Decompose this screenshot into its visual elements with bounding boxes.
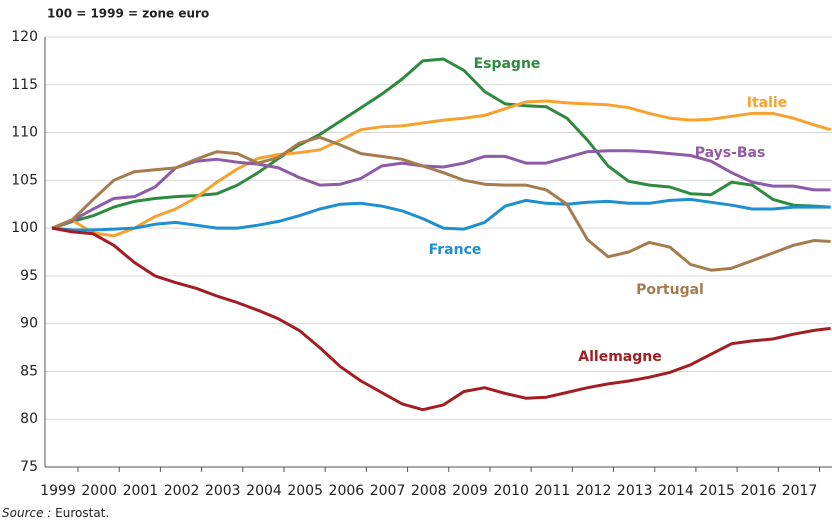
x-tick-label: 2003 — [205, 483, 241, 499]
y-tick-label: 75 — [20, 459, 38, 475]
y-tick-label: 115 — [11, 77, 38, 93]
series-line — [51, 135, 831, 272]
y-tick-label: 80 — [20, 411, 38, 427]
x-tick-label: 2005 — [287, 483, 323, 499]
x-tick-label: 2012 — [576, 483, 612, 499]
series-label: Italie — [747, 95, 787, 111]
x-tick-label: 2010 — [493, 483, 529, 499]
y-tick-label: 110 — [11, 125, 38, 141]
x-tick-label: 2004 — [246, 483, 282, 499]
y-tick-label: 95 — [20, 268, 38, 284]
x-tick-label: 2009 — [452, 483, 488, 499]
source-label: Source : — [2, 506, 51, 520]
y-tick-label: 90 — [20, 316, 38, 332]
source-note: Source : Eurostat. — [2, 506, 109, 520]
series-line — [51, 99, 832, 238]
series-line — [51, 57, 831, 230]
x-tick-label: 2017 — [782, 483, 818, 499]
x-tick-label: 2007 — [370, 483, 406, 499]
series-label: Allemagne — [578, 349, 661, 365]
series-line — [51, 197, 831, 232]
x-tick-label: 2002 — [164, 483, 200, 499]
y-tick-label: 120 — [11, 29, 38, 45]
x-tick-label: 2000 — [81, 483, 117, 499]
chart-title: 100 = 1999 = zone euro — [47, 7, 209, 21]
x-tick-label: 2001 — [123, 483, 159, 499]
x-tick-label: 2008 — [411, 483, 447, 499]
source: Eurostat. — [55, 506, 109, 520]
x-tick-label: 2013 — [617, 483, 653, 499]
x-tick-label: 2006 — [329, 483, 365, 499]
series-label: Portugal — [636, 282, 704, 298]
series-label: Pays-Bas — [695, 145, 766, 161]
y-tick-label: 105 — [11, 172, 38, 188]
series-line — [51, 226, 831, 412]
y-tick-label: 85 — [20, 363, 38, 379]
y-tick-label: 100 — [11, 220, 38, 236]
x-tick-label: 2015 — [699, 483, 735, 499]
x-tick-label: 2011 — [535, 483, 571, 499]
x-tick-label: 2016 — [741, 483, 777, 499]
series-label: France — [429, 242, 482, 258]
x-tick-label: 1999 — [40, 483, 76, 499]
series-label: Espagne — [474, 56, 541, 72]
series-line — [51, 149, 831, 230]
x-tick-label: 2014 — [658, 483, 694, 499]
